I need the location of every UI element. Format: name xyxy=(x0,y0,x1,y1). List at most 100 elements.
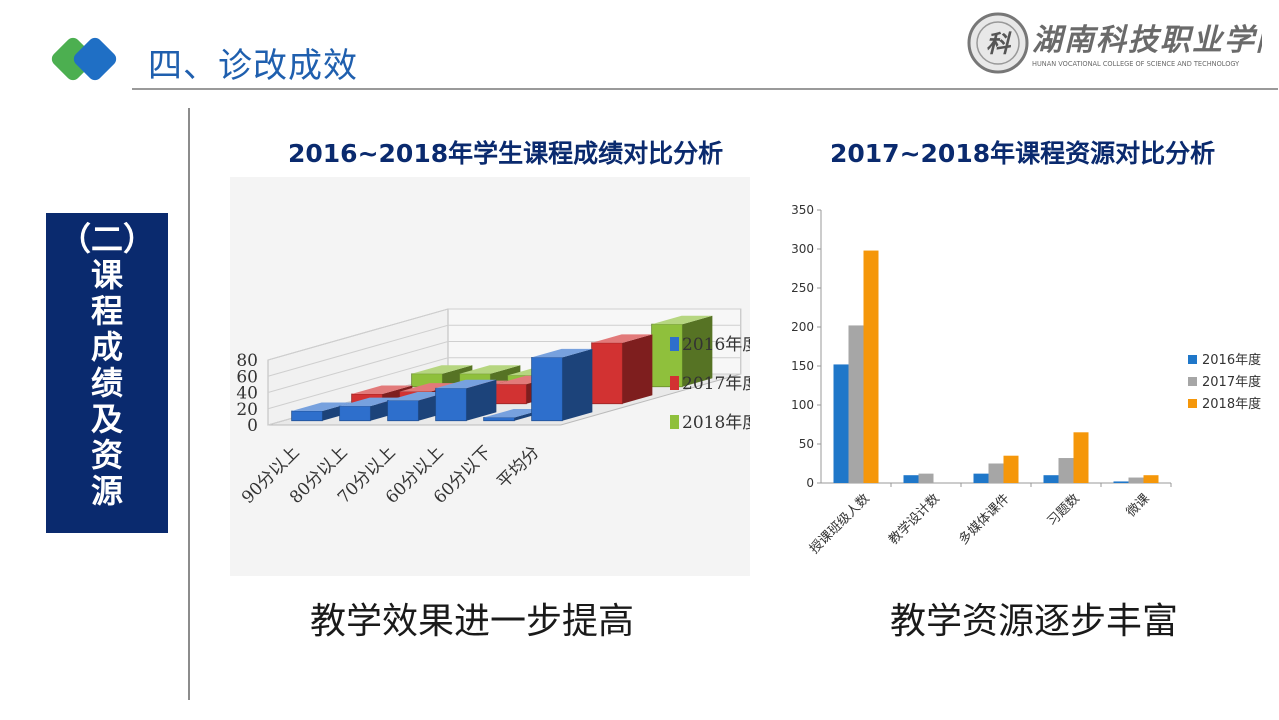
section-char: 程 xyxy=(90,292,123,330)
bar-top xyxy=(291,402,353,411)
legend-label: 2016年度 xyxy=(682,335,750,355)
resources-chart: 0 50 100 150 200 250 300 350 授课班级人数 教学设计数 多媒体课件 习题数… xyxy=(770,190,1279,590)
logo-text: 湖南科技职业学院 xyxy=(1032,23,1262,58)
grades-chart: 0 20 40 60 80 90分以上 80分以上 70分以上 60分以上 60分以下 平均分 201… xyxy=(230,177,759,576)
y-tick-label: 250 xyxy=(791,281,814,295)
legend-swatch xyxy=(670,415,679,429)
legend-label: 2018年度 xyxy=(1202,396,1261,412)
bar-top xyxy=(435,379,497,389)
legend-label: 2018年度 xyxy=(682,413,750,433)
bar-side xyxy=(562,348,593,421)
y-tick-label: 20 xyxy=(236,400,258,420)
bar xyxy=(903,475,919,483)
y-tick-label: 0 xyxy=(247,416,258,436)
chart1-title: 2016~2018年学生课程成绩对比分析 xyxy=(288,139,724,168)
y-tick-label: 60 xyxy=(236,367,258,387)
bar xyxy=(591,334,653,405)
bar-side xyxy=(622,334,653,404)
category-label: 授课班级人数 xyxy=(807,491,873,557)
bar xyxy=(1043,475,1059,483)
bar xyxy=(848,325,864,483)
y-tick-label: 50 xyxy=(799,437,814,451)
bar-front xyxy=(339,405,371,422)
category-label: 教学设计数 xyxy=(886,491,943,548)
gridline xyxy=(267,324,741,377)
bar-front xyxy=(531,356,563,422)
legend-label: 2016年度 xyxy=(1202,352,1261,368)
section-char: 课 xyxy=(90,256,123,294)
legend-swatch xyxy=(670,376,679,390)
bar-side xyxy=(466,379,497,421)
category-label: 平均分 xyxy=(493,442,543,492)
legend-label: 2017年度 xyxy=(682,374,750,394)
title-diamond-icon xyxy=(51,37,117,81)
bar xyxy=(833,364,849,483)
y-tick-label: 150 xyxy=(791,359,814,373)
bar xyxy=(973,473,989,483)
bar-front xyxy=(495,383,527,405)
svg-text:科: 科 xyxy=(986,30,1012,58)
chart2-title: 2017~2018年课程资源对比分析 xyxy=(830,139,1216,168)
y-tick-label: 40 xyxy=(236,384,258,404)
bar xyxy=(1073,432,1089,483)
y-tick-label: 350 xyxy=(791,203,814,217)
bar-front xyxy=(435,387,467,422)
left-caption: 教学效果进一步提高 xyxy=(310,601,635,642)
bar xyxy=(435,379,497,422)
bar-top xyxy=(351,385,413,394)
section-char: （二） xyxy=(58,220,155,258)
bar xyxy=(1113,481,1129,483)
section-label: （二） 课 程 成 绩 及 资 源 xyxy=(46,213,168,533)
y-tick-label: 80 xyxy=(236,351,258,371)
vertical-divider xyxy=(188,108,190,700)
category-label: 微课 xyxy=(1124,491,1153,520)
bar xyxy=(1128,477,1144,483)
y-tick-label: 100 xyxy=(791,398,814,412)
bar xyxy=(918,473,934,483)
grades-chart-svg: 02040608090分以上80分以上70分以上60分以上60分以下平均分201… xyxy=(236,308,759,508)
bar-top xyxy=(483,409,545,418)
section-char: 绩 xyxy=(90,364,123,402)
header-divider xyxy=(132,88,1278,90)
bar xyxy=(863,250,879,483)
bar-top xyxy=(459,365,521,374)
legend-swatch xyxy=(1188,377,1197,386)
bar-top xyxy=(651,315,713,325)
right-caption: 教学资源逐步丰富 xyxy=(890,601,1179,642)
category-label: 习题数 xyxy=(1045,491,1083,529)
bar xyxy=(988,463,1004,483)
bar-top xyxy=(339,397,401,407)
bar-top xyxy=(531,348,593,358)
bar-top xyxy=(591,334,653,343)
legend-swatch xyxy=(670,337,679,351)
category-label: 多媒体课件 xyxy=(956,491,1013,548)
legend-swatch xyxy=(1188,355,1197,364)
bar-top xyxy=(387,391,449,401)
bar-side xyxy=(442,365,473,387)
gridline xyxy=(267,308,741,361)
y-tick-label: 200 xyxy=(791,320,814,334)
logo-subtext: HUNAN VOCATIONAL COLLEGE OF SCIENCE AND … xyxy=(1032,60,1240,68)
page-title: 四、诊改成效 xyxy=(148,46,358,86)
y-tick-label: 300 xyxy=(791,242,814,256)
section-char: 及 xyxy=(90,400,123,438)
section-char: 资 xyxy=(90,436,123,474)
college-logo: 科 湖南科技职业学院 HUNAN VOCATIONAL COLLEGE OF S… xyxy=(967,12,1262,74)
resources-chart-svg: 0 50 100 150 200 250 300 350 授课班级人数 教学设计数 多媒体课件 习题数… xyxy=(791,203,1261,557)
bar-side xyxy=(682,315,713,387)
legend-label: 2017年度 xyxy=(1202,374,1261,390)
bar-front xyxy=(387,400,419,422)
bar-front xyxy=(591,342,623,405)
bar-top xyxy=(399,383,461,392)
bar-top xyxy=(411,365,473,374)
legend-swatch xyxy=(1188,399,1197,408)
section-char: 源 xyxy=(90,472,123,510)
bar xyxy=(531,348,593,422)
section-char: 成 xyxy=(90,328,123,366)
bar xyxy=(1003,455,1019,483)
bar xyxy=(1058,458,1074,483)
bar-front xyxy=(483,417,515,422)
bar-front xyxy=(291,410,323,422)
y-tick-label: 0 xyxy=(806,476,814,490)
bar xyxy=(1143,475,1159,483)
